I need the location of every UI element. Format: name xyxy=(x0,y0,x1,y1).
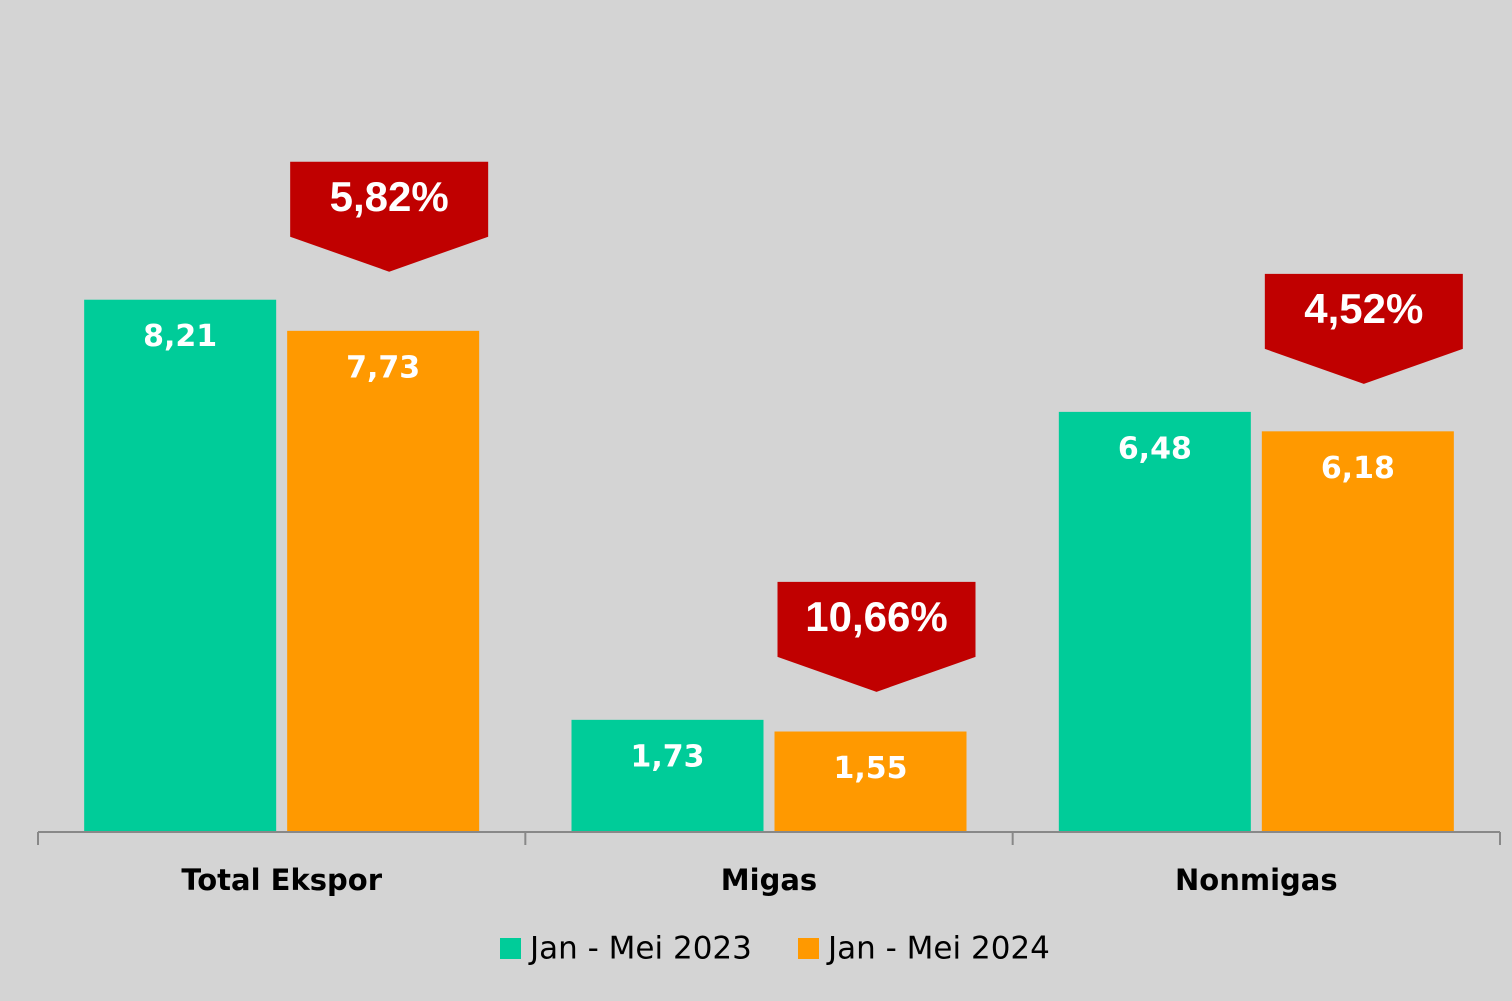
x-tick-label: Total Ekspor xyxy=(181,863,382,897)
annotation-callout xyxy=(1264,273,1463,384)
value-label: 6,48 xyxy=(1118,431,1192,466)
legend-label: Jan - Mei 2024 xyxy=(826,931,1050,967)
value-label: 7,73 xyxy=(346,350,420,385)
x-tick-label: Nonmigas xyxy=(1175,863,1338,897)
bar xyxy=(774,731,967,832)
value-label: 8,21 xyxy=(143,319,217,354)
annotation-callout xyxy=(290,161,489,272)
legend-swatch xyxy=(798,938,819,959)
annotation-callout xyxy=(777,581,976,692)
bar xyxy=(571,719,764,832)
bar xyxy=(287,330,480,832)
annotation: 4,52% xyxy=(1304,285,1423,332)
bar xyxy=(1058,411,1251,832)
legend-swatch xyxy=(500,938,521,959)
annotation: 5,82% xyxy=(330,173,449,220)
bar xyxy=(1261,431,1454,832)
value-label: 6,18 xyxy=(1321,451,1395,486)
value-label: 1,73 xyxy=(630,739,704,774)
value-label: 1,55 xyxy=(833,751,907,786)
bar xyxy=(84,299,277,832)
legend-label: Jan - Mei 2023 xyxy=(528,931,752,967)
x-tick-label: Migas xyxy=(721,863,817,897)
annotation: 10,66% xyxy=(805,593,947,640)
